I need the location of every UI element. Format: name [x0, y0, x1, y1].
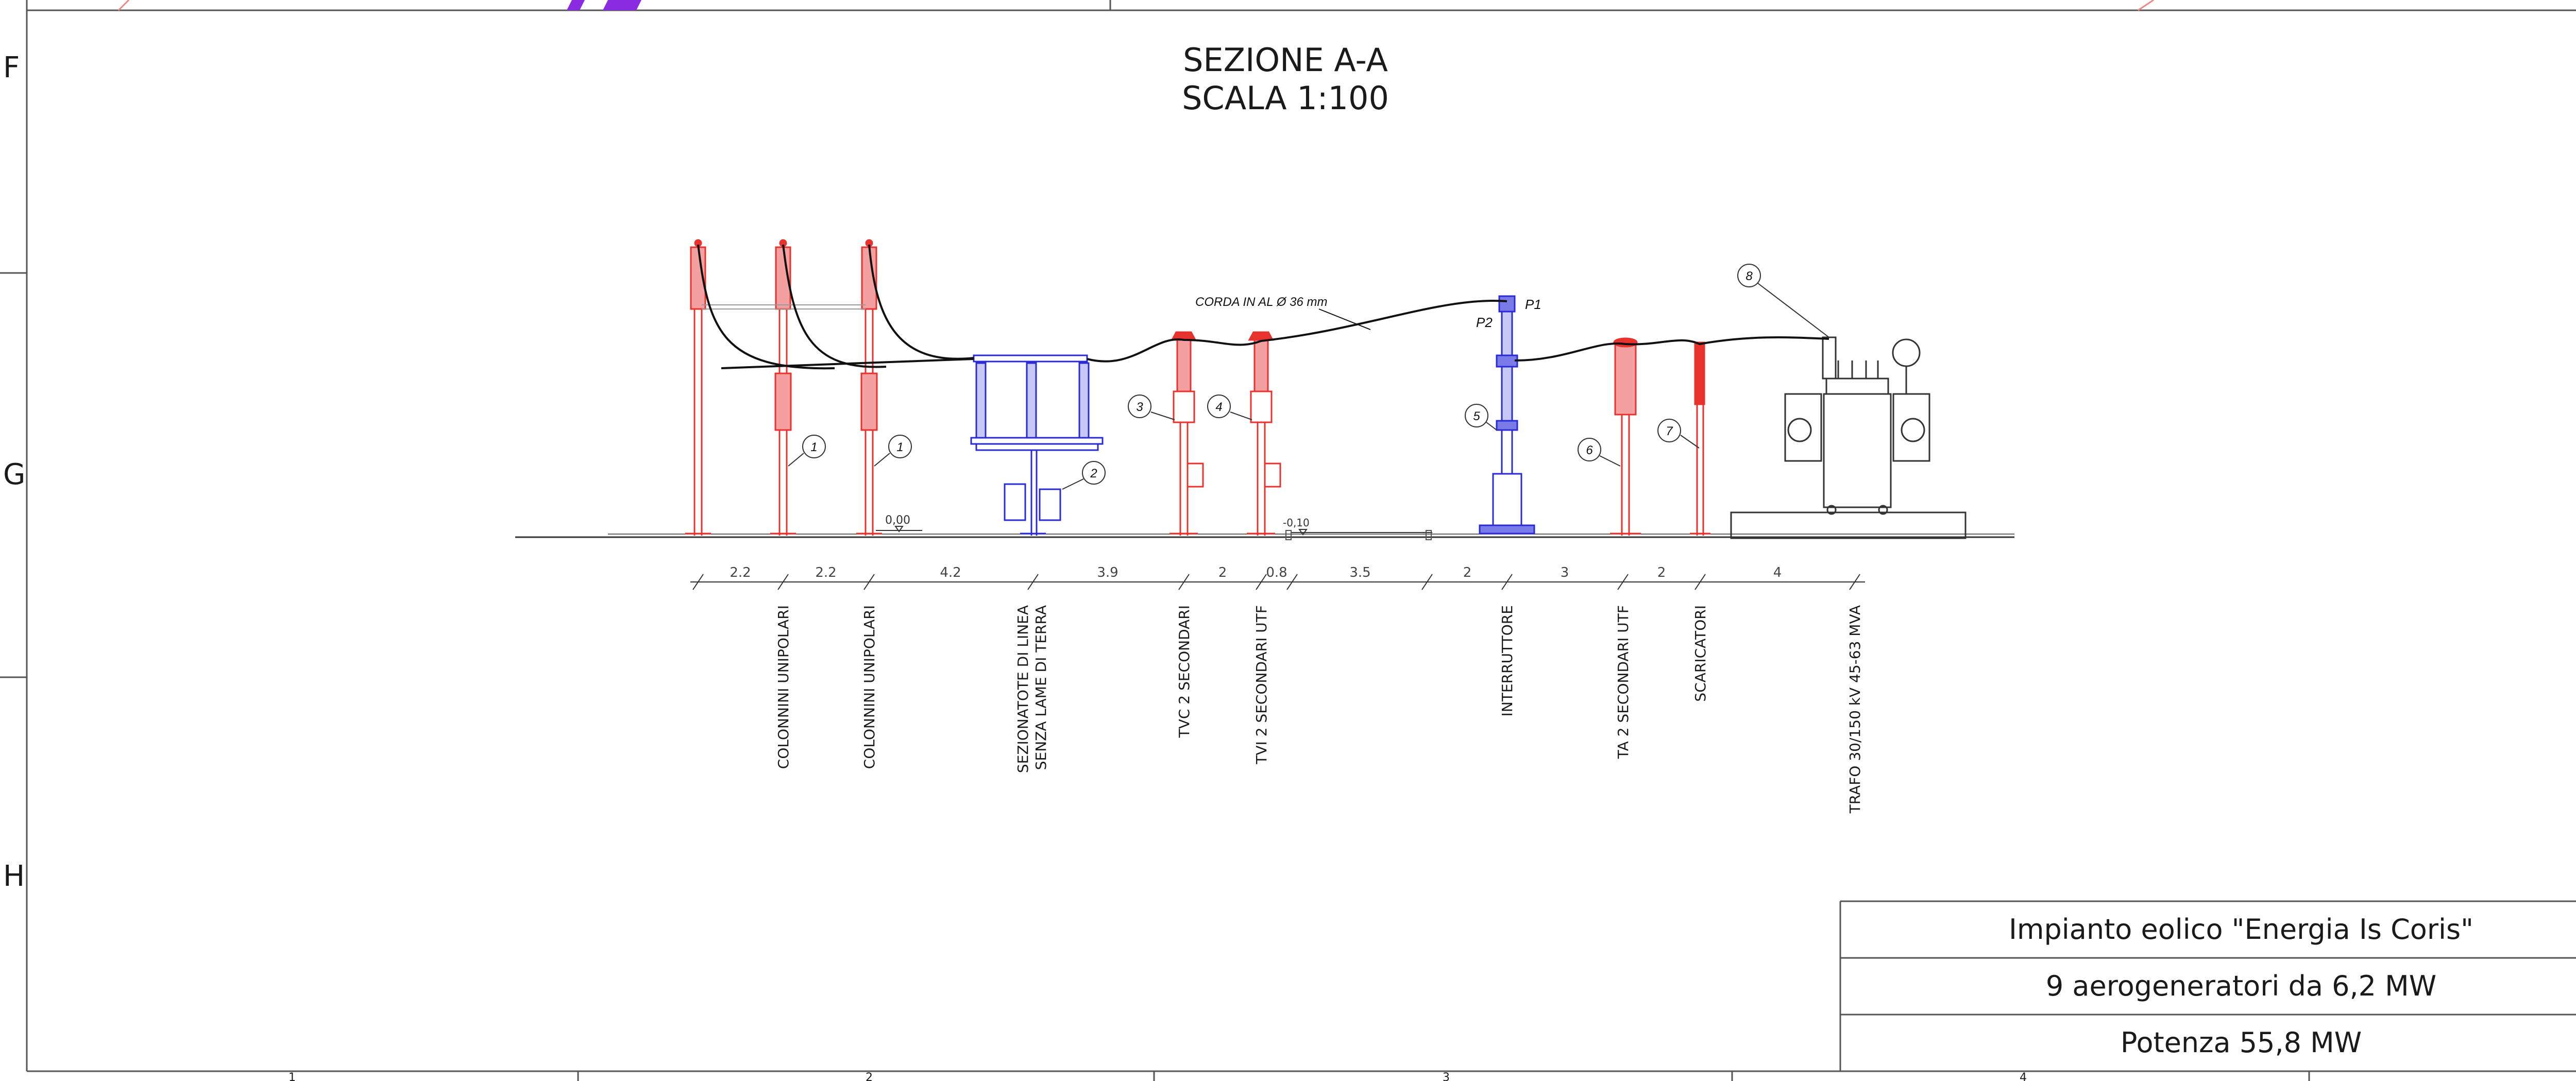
dimension-value: 3: [1561, 565, 1569, 580]
conductor-cable: [697, 244, 1829, 370]
callout-bubble: 8: [1737, 264, 1829, 338]
equipment-labels: COLONNINI UNIPOLARI COLONNINI UNIPOLARI …: [775, 605, 1863, 814]
tvi-equipment: [1247, 331, 1281, 536]
callout-bubble: 3: [1128, 394, 1175, 420]
callout-bubble: 2: [1062, 461, 1106, 490]
dimension-ticks: [692, 574, 1860, 590]
column-number: 1: [289, 1071, 296, 1081]
equipment-label: SENZA LAME DI TERRA: [1032, 605, 1049, 770]
column-number: 3: [1443, 1071, 1450, 1081]
callout-bubble: 4: [1207, 394, 1252, 420]
post-insulator-2: [770, 239, 796, 536]
dimension-value: 2: [1463, 565, 1472, 580]
dimension-value: 2.2: [730, 565, 751, 580]
callout-bubble: 7: [1657, 419, 1700, 449]
dimension-value: 4: [1773, 565, 1782, 580]
column-number: 2: [866, 1071, 873, 1081]
foundation-marker: [1285, 530, 1292, 540]
surge-arrester: [1690, 341, 1710, 536]
callout-number: 7: [1666, 424, 1673, 438]
terminal-p1: P1: [1525, 297, 1541, 312]
dimension-values: 2.2 2.2 4.2 3.9 2 0.8 3.5 2 3 2 4: [730, 565, 1782, 580]
elevation-neg-label: -0,10: [1283, 517, 1310, 529]
ta-equipment: [1610, 337, 1641, 536]
callout-bubble: 6: [1578, 438, 1621, 467]
dimension-value: 3.5: [1349, 565, 1370, 580]
callout-number: 1: [896, 440, 903, 454]
row-label-g: G: [3, 458, 25, 491]
cable-leader: [1318, 308, 1371, 330]
top-fragment: [567, 0, 641, 10]
tvc-equipment: [1170, 331, 1204, 536]
callout-bubble: 5: [1465, 404, 1497, 431]
section-title: SEZIONE A-A: [1183, 41, 1388, 79]
line-disconnector: [970, 354, 1104, 536]
equipment-label: TVC 2 SECONDARI: [1176, 605, 1193, 738]
section-scale: SCALA 1:100: [1182, 79, 1389, 117]
callouts: 1 1 2 3 4 5 6: [788, 264, 1829, 490]
callout-number: 8: [1745, 269, 1753, 283]
dimension-value: 2.2: [815, 565, 836, 580]
row-labels: F G H: [3, 51, 25, 893]
post-insulator-1: [685, 239, 711, 536]
callout-number: 6: [1586, 443, 1593, 457]
equipment-label: INTERRUTTORE: [1499, 605, 1516, 716]
post-insulator-3: [856, 239, 882, 536]
foundation-marker: [1426, 530, 1432, 540]
circuit-breaker: [1479, 295, 1535, 535]
callout-number: 1: [810, 440, 817, 454]
busbar-frame: [702, 304, 866, 310]
equipment-label: TA 2 SECONDARI UTF: [1615, 605, 1632, 759]
column-numbers: 1 2 3 4 5: [289, 1071, 2027, 1081]
callout-number: 2: [1090, 467, 1097, 481]
title-block: [1839, 900, 2576, 1071]
dimension-value: 2: [1218, 565, 1227, 580]
equipment-label: SEZIONATOTE DI LINEA: [1014, 605, 1031, 773]
title-block-line1: Impianto eolico "Energia Is Coris": [2009, 913, 2473, 946]
title-block-line3: Potenza 55,8 MW: [2121, 1026, 2362, 1059]
ground-line: [515, 534, 2014, 538]
elevation-ground-label: 0,00: [885, 514, 910, 527]
terminal-p2: P2: [1476, 315, 1493, 330]
equipment-label: SCARICATORI: [1692, 605, 1709, 702]
row-label-f: F: [3, 51, 20, 84]
cable-annotation: CORDA IN AL Ø 36 mm: [1195, 295, 1328, 309]
power-transformer: [1730, 336, 1967, 539]
callout-number: 3: [1136, 400, 1143, 414]
equipment-label: TVI 2 SECONDARI UTF: [1253, 605, 1270, 765]
dimension-line: [690, 574, 1865, 590]
callout-bubble: 1: [874, 435, 912, 467]
callout-bubble: 1: [788, 435, 826, 467]
equipment-label: COLONNINI UNIPOLARI: [775, 605, 792, 769]
dimension-value: 2: [1657, 565, 1666, 580]
equipment-label: TRAFO 30/150 kV 45-63 MVA: [1846, 605, 1863, 814]
equipment-label: COLONNINI UNIPOLARI: [861, 605, 878, 769]
title-block-line2: 9 aerogeneratori da 6,2 MW: [2046, 970, 2436, 1002]
dimension-value: 0.8: [1266, 565, 1287, 580]
column-number: 4: [2020, 1071, 2027, 1081]
callout-number: 4: [1215, 400, 1222, 414]
dimension-value: 4.2: [940, 565, 961, 580]
row-label-h: H: [3, 860, 25, 893]
dimension-value: 3.9: [1097, 565, 1118, 580]
callout-number: 5: [1473, 409, 1480, 423]
elevation-marks: 0,00 -0,10: [876, 514, 1432, 540]
elevation-ground-marker: [894, 526, 904, 533]
